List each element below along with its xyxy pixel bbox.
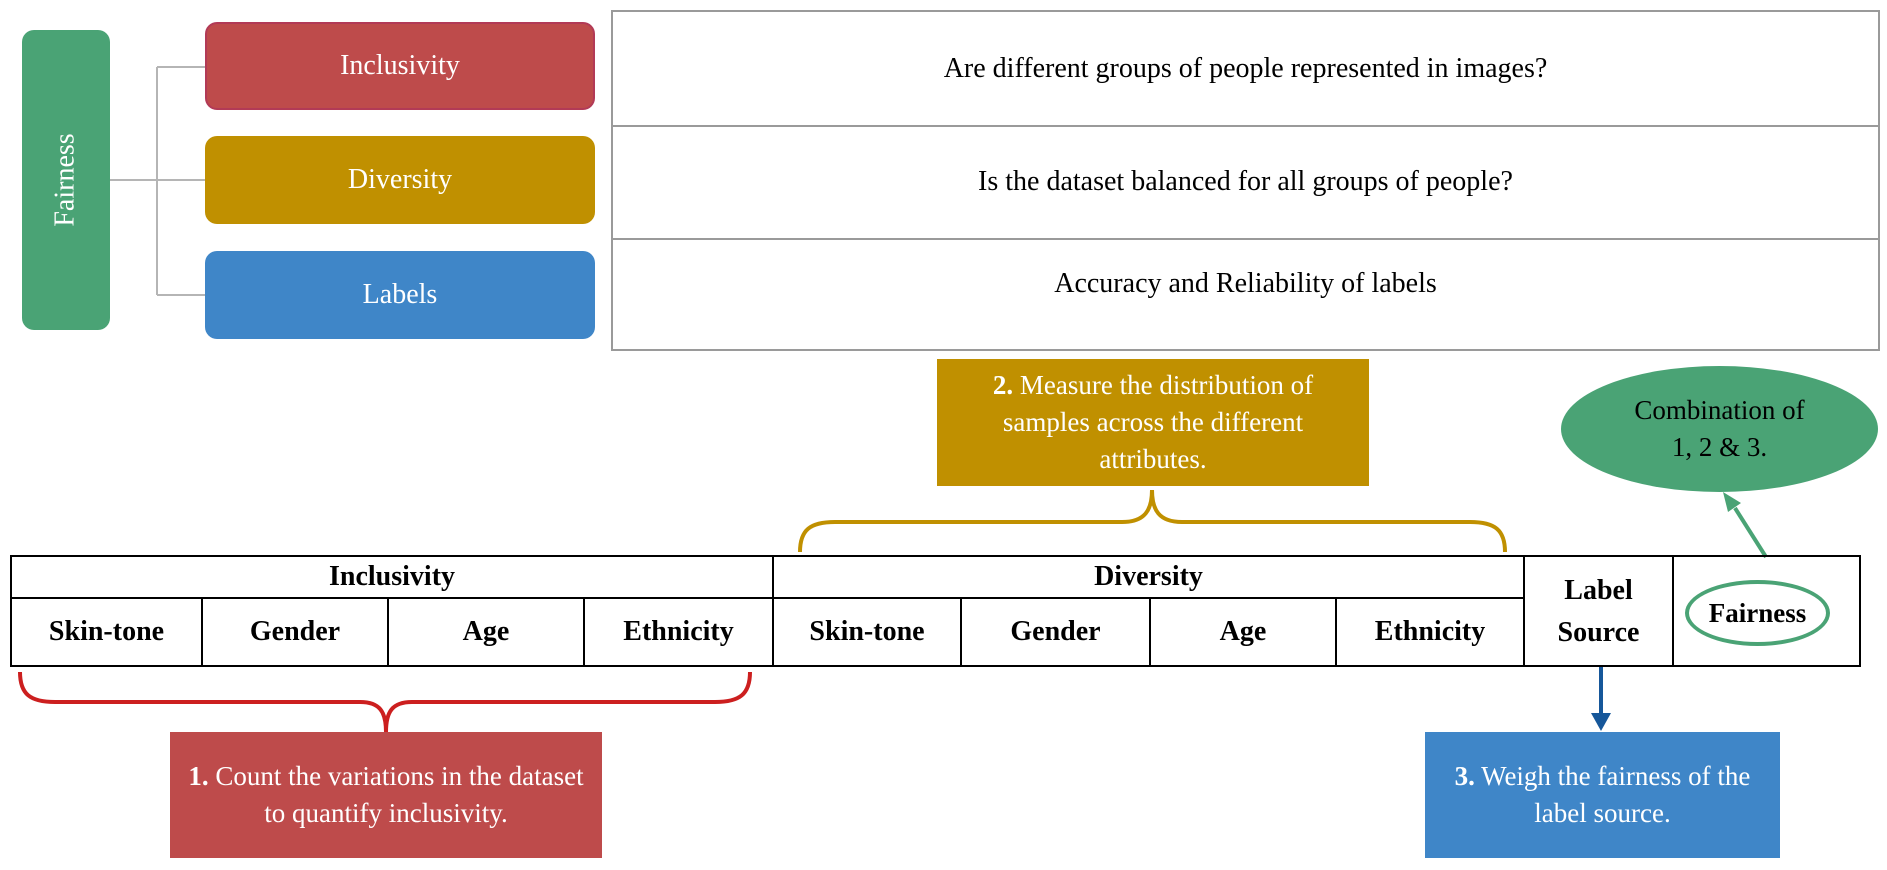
diversity-gender: Gender — [1010, 616, 1101, 647]
combination-ellipse: Combination of 1, 2 & 3. — [1561, 366, 1878, 492]
inclusivity-brace — [18, 671, 752, 733]
diversity-brace — [798, 489, 1507, 553]
step3-text: Weigh the fairness of the label source. — [1481, 761, 1751, 828]
fairness-cell: Fairness — [1685, 580, 1830, 646]
attribute-table: Inclusivity Diversity Skin-tone Gender A… — [10, 555, 1861, 667]
inclusivity-gender: Gender — [249, 616, 341, 647]
question-labels: Accuracy and Reliability of labels — [1054, 268, 1437, 299]
fairness-root-node: Fairness — [22, 30, 110, 330]
diversity-skin-tone: Skin-tone — [809, 616, 925, 647]
fairness-root-label: Fairness — [50, 133, 82, 227]
label-source-text: Label Source — [1557, 575, 1640, 648]
step1-callout: 1. Count the variations in the dataset t… — [170, 732, 602, 858]
question-inclusivity: Are different groups of people represent… — [613, 12, 1878, 127]
diversity-node: Diversity — [205, 136, 595, 224]
step3-number: 3. — [1454, 761, 1475, 791]
step1-text: Count the variations in the dataset to q… — [215, 761, 584, 828]
combination-text: Combination of 1, 2 & 3. — [1634, 395, 1805, 462]
diversity-header: Diversity — [1094, 561, 1203, 592]
inclusivity-skin-tone: Skin-tone — [48, 616, 165, 647]
step2-number: 2. — [992, 370, 1014, 400]
inclusivity-header: Inclusivity — [328, 561, 456, 592]
labels-node: Labels — [205, 251, 595, 339]
label-source-cell: Label Source — [1525, 557, 1672, 667]
question-table: Are different groups of people represent… — [611, 10, 1880, 351]
step3-callout: 3. Weigh the fairness of the label sourc… — [1425, 732, 1780, 858]
question-diversity: Is the dataset balanced for all groups o… — [613, 125, 1878, 240]
step1-number: 1. — [188, 761, 209, 791]
diversity-age: Age — [1219, 616, 1267, 647]
inclusivity-ethnicity: Ethnicity — [623, 616, 734, 647]
step2-text: Measure the distribution of samples acro… — [1002, 370, 1314, 474]
step2-callout: 2. Measure the distribution of samples a… — [937, 359, 1369, 486]
inclusivity-node: Inclusivity — [205, 22, 595, 110]
diversity-ethnicity: Ethnicity — [1374, 616, 1486, 647]
inclusivity-age: Age — [462, 616, 510, 647]
